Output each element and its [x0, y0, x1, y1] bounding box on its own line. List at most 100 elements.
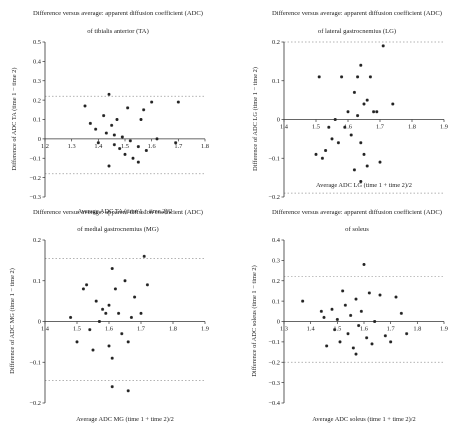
- data-point: [117, 311, 121, 315]
- y-tick-label: 0.3: [272, 258, 280, 265]
- chart-title: Difference versus average: apparent diff…: [33, 209, 203, 216]
- y-tick-label: 0.3: [33, 78, 41, 85]
- data-point: [359, 63, 363, 67]
- data-point: [320, 156, 324, 160]
- data-point: [338, 340, 342, 344]
- data-point: [115, 118, 119, 121]
- data-point: [346, 332, 350, 336]
- data-point: [110, 385, 114, 389]
- x-tick-label: 1.5: [73, 326, 81, 333]
- data-point: [69, 315, 73, 319]
- data-point: [349, 133, 353, 137]
- data-point: [391, 102, 395, 106]
- data-point: [389, 340, 393, 344]
- y-axis-label: Difference of ADC TA (time 1 − time 2): [11, 68, 18, 171]
- data-point: [319, 309, 323, 313]
- y-axis-label: Difference of ADC soleus (time 1 − time …: [251, 265, 258, 376]
- data-point: [365, 98, 369, 102]
- chart-subtitle: of medial gastrocnemius (MG): [77, 226, 159, 233]
- data-point: [330, 137, 334, 141]
- data-point: [325, 344, 329, 348]
- data-point: [356, 114, 360, 118]
- data-point: [120, 135, 124, 139]
- x-tick-label: 1.7: [174, 143, 183, 150]
- y-tick-label: 0.5: [33, 39, 41, 46]
- data-point: [126, 106, 130, 110]
- data-point: [145, 283, 149, 287]
- data-point: [142, 254, 146, 258]
- chart-subtitle: of lateral gastrocnemius (LG): [318, 28, 396, 35]
- data-point: [357, 324, 361, 328]
- data-point: [383, 334, 387, 338]
- data-point: [133, 295, 137, 299]
- y-tick-label: −0.1: [268, 155, 280, 162]
- data-point: [359, 309, 363, 313]
- data-point: [94, 299, 98, 303]
- x-tick-label: 1.8: [201, 143, 209, 150]
- data-point: [131, 156, 135, 160]
- data-point: [104, 311, 108, 315]
- data-point: [341, 289, 345, 293]
- y-tick-label: 0.1: [33, 117, 41, 124]
- x-axis-label: Average ADC LG (time 1 + time 2)/2: [316, 182, 412, 189]
- data-point: [359, 141, 363, 145]
- y-tick-label: 0.2: [33, 97, 41, 104]
- y-tick-label: −0.2: [29, 400, 41, 407]
- data-point: [378, 293, 382, 297]
- data-point: [351, 346, 355, 350]
- data-point: [107, 344, 111, 348]
- chart-panel-mg: Difference versus average: apparent diff…: [9, 209, 209, 423]
- data-point: [346, 110, 350, 114]
- data-point: [110, 356, 114, 360]
- data-point: [372, 110, 376, 114]
- data-point: [343, 303, 347, 307]
- data-point: [142, 108, 146, 112]
- data-point: [128, 139, 132, 143]
- x-tick-label: 1.5: [312, 124, 320, 131]
- data-point: [373, 320, 377, 323]
- data-point: [126, 389, 130, 393]
- data-point: [381, 44, 385, 48]
- data-point: [378, 160, 382, 164]
- y-tick-label: 0: [277, 319, 280, 326]
- data-point: [359, 180, 363, 183]
- data-point: [88, 121, 92, 125]
- x-tick-label: 1.6: [105, 326, 113, 333]
- y-tick-label: −0.1: [29, 155, 41, 162]
- data-point: [136, 145, 140, 149]
- data-point: [354, 352, 358, 356]
- y-tick-label: 0.2: [272, 278, 280, 285]
- data-point: [129, 315, 133, 319]
- data-point: [110, 267, 114, 271]
- y-tick-label: 0.4: [272, 237, 281, 244]
- data-point: [113, 287, 117, 291]
- data-point: [333, 118, 337, 121]
- y-tick-label: 0.1: [272, 298, 280, 305]
- data-point: [333, 328, 337, 332]
- y-tick-label: 0.4: [33, 59, 42, 66]
- data-point: [362, 102, 366, 106]
- data-point: [367, 291, 371, 295]
- y-axis-label: Difference of ADC MG (time 1 − time 2): [9, 268, 16, 374]
- chart-title: Difference versus average: apparent diff…: [33, 10, 203, 17]
- chart-title: Difference versus average: apparent diff…: [272, 209, 442, 216]
- y-tick-label: −0.2: [268, 359, 280, 366]
- data-point: [81, 287, 85, 291]
- x-tick-label: 1.2: [41, 143, 49, 150]
- x-tick-label: 1.4: [94, 143, 103, 150]
- data-point: [155, 137, 159, 141]
- data-point: [83, 104, 87, 108]
- data-point: [75, 340, 79, 344]
- data-point: [150, 100, 154, 104]
- chart-panel-ta: Difference versus average: apparent diff…: [11, 10, 209, 215]
- y-tick-label: 0.2: [272, 39, 280, 46]
- x-axis-label: Average ADC MG (time 1 + time 2)/2: [76, 416, 174, 423]
- chart-subtitle: of soleus: [345, 226, 369, 233]
- data-point: [368, 75, 372, 79]
- data-point: [101, 307, 105, 311]
- y-tick-label: 0.1: [33, 278, 41, 285]
- data-point: [104, 131, 108, 135]
- data-point: [97, 320, 101, 323]
- data-point: [324, 149, 328, 152]
